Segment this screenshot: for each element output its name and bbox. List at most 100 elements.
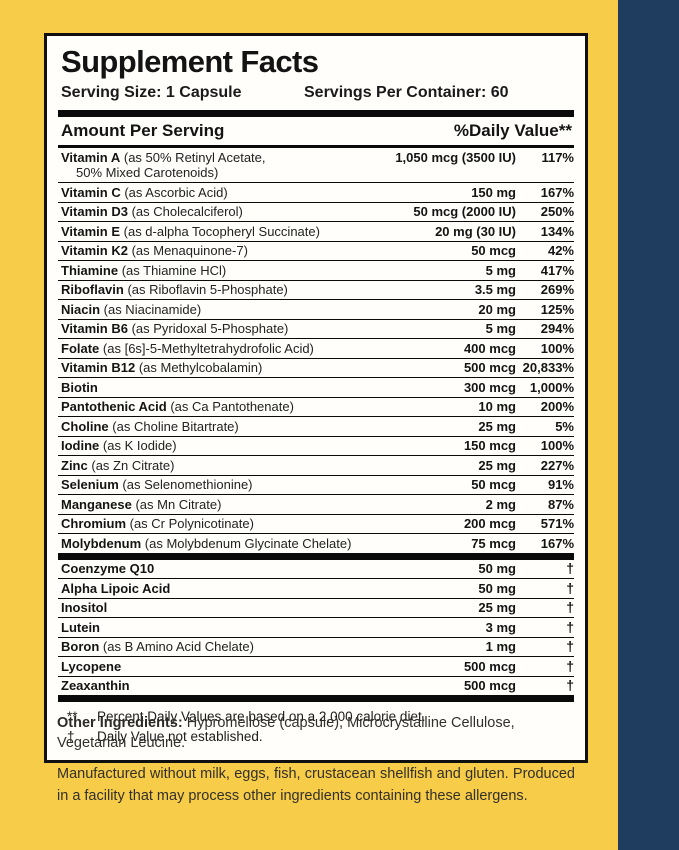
table-row: Vitamin C (as Ascorbic Acid) 150 mg 167% bbox=[58, 182, 574, 202]
nutrient-daily-value: † bbox=[566, 638, 574, 654]
nutrient-source: (as Thiamine HCl) bbox=[121, 262, 227, 278]
footnote-text: Percent Daily Values are based on a 2,00… bbox=[97, 709, 426, 724]
nutrient-source: (as d-alpha Tocopheryl Succinate) bbox=[123, 223, 320, 239]
nutrient-name: Vitamin B6 (as Pyridoxal 5-Phosphate) bbox=[58, 321, 364, 337]
divider-medium bbox=[58, 145, 574, 148]
nutrient-daily-value: 417% bbox=[540, 262, 574, 278]
table-row: Riboflavin (as Riboflavin 5-Phosphate) 3… bbox=[58, 279, 574, 300]
table-row: Vitamin A (as 50% Retinyl Acetate, 50% Mi… bbox=[58, 148, 574, 182]
nutrient-amount: 50 mcg bbox=[471, 243, 516, 258]
nutrient-amount: 150 mcg bbox=[463, 438, 516, 453]
nutrients-section-2: Coenzyme Q10 50 mg † Alpha Lipoic Acid 5… bbox=[58, 560, 574, 696]
nutrient-amount: 400 mcg bbox=[463, 340, 516, 356]
nutrient-amount: 300 mcg bbox=[463, 379, 516, 395]
nutrient-daily-value: 117% bbox=[541, 149, 574, 165]
nutrient-source: (as Choline Bitartrate) bbox=[112, 418, 239, 434]
footnote-text: Daily Value not established. bbox=[97, 729, 263, 744]
nutrient-name: Inositol bbox=[58, 600, 364, 616]
nutrient-name: Selenium (as Selenomethionine) bbox=[58, 477, 364, 493]
table-row: Selenium (as Selenomethionine) 50 mcg 91… bbox=[58, 474, 574, 495]
nutrient-amount: 50 mcg (2000 IU) bbox=[413, 204, 516, 219]
nutrient-source: (as Molybdenum Glycinate Chelate) bbox=[144, 535, 352, 551]
nutrient-daily-value: † bbox=[566, 560, 574, 576]
nutrient-label: Biotin bbox=[61, 379, 98, 395]
footnote-not-established: † Daily Value not established. bbox=[61, 729, 572, 745]
nutrient-daily-value: 100% bbox=[540, 340, 574, 356]
other-ingredients-text: Hypromellose (capsule), Microcrystalline… bbox=[57, 715, 515, 751]
nutrient-name: Vitamin C (as Ascorbic Acid) bbox=[58, 185, 364, 201]
nutrient-daily-value: † bbox=[566, 579, 574, 596]
table-row: Folate (as [6s]-5-Methyltetrahydrofolic … bbox=[58, 338, 574, 358]
nutrient-label: Riboflavin bbox=[61, 282, 124, 297]
nutrient-amount: 2 mg bbox=[485, 496, 516, 512]
nutrient-source: (as Selenomethionine) bbox=[122, 477, 253, 492]
nutrient-name: Niacin (as Niacinamide) bbox=[58, 302, 364, 318]
nutrient-amount: 1 mg bbox=[485, 639, 516, 654]
col-amount-per-serving: Amount Per Serving bbox=[61, 121, 225, 140]
nutrient-name: Chromium (as Cr Polynicotinate) bbox=[58, 516, 364, 532]
nutrient-source: (as K Iodide) bbox=[102, 438, 177, 453]
footnote-symbol: † bbox=[67, 729, 75, 744]
nutrient-label: Vitamin B6 bbox=[61, 321, 128, 336]
nutrient-label: Lutein bbox=[61, 619, 100, 635]
nutrient-source: (as Zn Citrate) bbox=[91, 457, 175, 473]
nutrient-label: Choline bbox=[61, 418, 109, 434]
serving-size: Serving Size: 1 Capsule bbox=[61, 84, 242, 101]
nutrient-name: Folate (as [6s]-5-Methyltetrahydrofolic … bbox=[58, 341, 364, 357]
table-row: Biotin 300 mcg 1,000% bbox=[58, 377, 574, 397]
table-row: Lycopene 500 mcg † bbox=[58, 656, 574, 676]
nutrient-name: Thiamine (as Thiamine HCl) bbox=[58, 263, 364, 279]
nutrient-source-line2: 50% Mixed Carotenoids) bbox=[76, 165, 219, 180]
table-row: Iodine (as K Iodide) 150 mcg 100% bbox=[58, 435, 574, 456]
serving-info: Serving Size: 1 Capsule Servings Per Con… bbox=[58, 84, 574, 102]
table-row: Vitamin E (as d-alpha Tocopheryl Succina… bbox=[58, 221, 574, 241]
table-row: Manganese (as Mn Citrate) 2 mg 87% bbox=[58, 494, 574, 514]
nutrient-name: Vitamin E (as d-alpha Tocopheryl Succina… bbox=[58, 224, 364, 240]
nutrient-name: Zeaxanthin bbox=[58, 678, 364, 694]
nutrient-daily-value: 571% bbox=[540, 516, 574, 531]
nutrient-source: (as [6s]-5-Methyltetrahydrofolic Acid) bbox=[102, 340, 314, 356]
nutrient-daily-value: 42% bbox=[547, 243, 574, 258]
panel-title: Supplement Facts bbox=[61, 44, 319, 79]
nutrient-amount: 75 mcg bbox=[471, 535, 516, 551]
nutrient-daily-value: 269% bbox=[540, 282, 574, 297]
table-row: Niacin (as Niacinamide) 20 mg 125% bbox=[58, 299, 574, 319]
nutrient-amount: 3 mg bbox=[485, 619, 516, 635]
nutrient-amount: 3.5 mg bbox=[474, 282, 516, 297]
table-row: Thiamine (as Thiamine HCl) 5 mg 417% bbox=[58, 260, 574, 280]
nutrient-daily-value: 294% bbox=[540, 321, 574, 336]
nutrient-name: Manganese (as Mn Citrate) bbox=[58, 497, 364, 513]
col-daily-value: %Daily Value** bbox=[453, 121, 572, 140]
nutrient-daily-value: † bbox=[566, 677, 574, 693]
nutrient-name: Zinc (as Zn Citrate) bbox=[58, 458, 364, 474]
nutrient-name: Choline (as Choline Bitartrate) bbox=[58, 419, 364, 435]
nutrient-label: Inositol bbox=[61, 600, 108, 615]
divider-thick bbox=[58, 695, 574, 702]
nutrient-source: (as 50% Retinyl Acetate, bbox=[123, 149, 266, 165]
accent-side-strip bbox=[618, 0, 679, 850]
allergen-statement: Manufactured without milk, eggs, fish, c… bbox=[57, 766, 575, 804]
nutrient-label: Molybdenum bbox=[61, 535, 142, 551]
table-row: Vitamin B12 (as Methylcobalamin) 500 mcg… bbox=[58, 357, 574, 378]
nutrient-source: (as B Amino Acid Chelate) bbox=[102, 639, 254, 654]
nutrient-label: Vitamin D3 bbox=[61, 204, 128, 219]
nutrient-name: Boron (as B Amino Acid Chelate) bbox=[58, 639, 364, 655]
table-row: Vitamin K2 (as Menaquinone-7) 50 mcg 42% bbox=[58, 240, 574, 261]
nutrient-label: Vitamin E bbox=[61, 223, 121, 239]
nutrient-label: Chromium bbox=[61, 516, 126, 531]
nutrient-amount: 200 mcg bbox=[463, 516, 516, 531]
footnote-daily-values: ** Percent Daily Values are based on a 2… bbox=[61, 709, 572, 725]
nutrient-label: Niacin bbox=[61, 301, 101, 317]
nutrient-amount: 25 mg bbox=[478, 600, 516, 615]
table-row: Alpha Lipoic Acid 50 mg † bbox=[58, 578, 574, 598]
nutrient-source: (as Cholecalciferol) bbox=[131, 204, 243, 219]
table-row: Boron (as B Amino Acid Chelate) 1 mg † bbox=[58, 636, 574, 657]
nutrient-name: Vitamin A (as 50% Retinyl Acetate, 50% Mi… bbox=[58, 150, 364, 181]
table-row: Chromium (as Cr Polynicotinate) 200 mcg … bbox=[58, 513, 574, 534]
nutrient-daily-value: † bbox=[566, 618, 574, 635]
table-row: Pantothenic Acid (as Ca Pantothenate) 10… bbox=[58, 396, 574, 417]
nutrient-daily-value: 5% bbox=[555, 418, 574, 434]
nutrient-daily-value: 250% bbox=[540, 204, 574, 219]
nutrient-amount: 20 mg bbox=[478, 301, 516, 317]
nutrient-amount: 25 mg bbox=[478, 457, 516, 473]
